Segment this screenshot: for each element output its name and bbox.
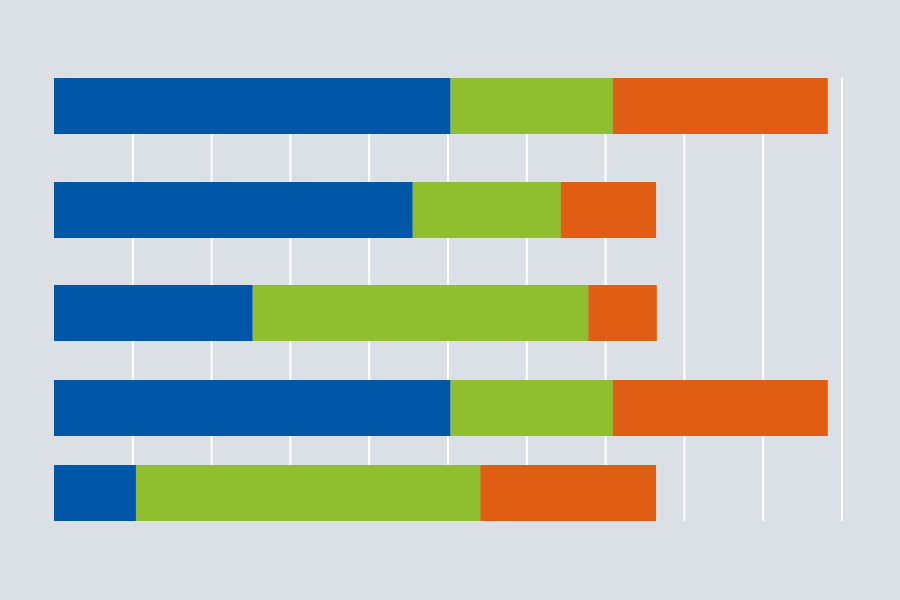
bar-segment-row1-series2 — [450, 78, 612, 134]
bar-segment-row4-series3 — [613, 380, 828, 436]
bar-segment-row1-series3 — [613, 78, 828, 134]
bar-segment-row3-series3 — [588, 285, 657, 341]
bar-segment-row1-series1 — [54, 78, 450, 134]
bar-segment-row2-series3 — [561, 182, 656, 238]
bar-segment-row4-series2 — [450, 380, 612, 436]
bar-segment-row5-series1 — [54, 465, 136, 521]
bar-segment-row5-series2 — [136, 465, 480, 521]
bars — [54, 78, 828, 521]
bar-segment-row5-series3 — [480, 465, 656, 521]
bar-segment-row3-series1 — [54, 285, 253, 341]
bar-segment-row2-series1 — [54, 182, 413, 238]
bar-segment-row3-series2 — [253, 285, 589, 341]
bar-segment-row2-series2 — [413, 182, 561, 238]
bar-segment-row4-series1 — [54, 380, 450, 436]
